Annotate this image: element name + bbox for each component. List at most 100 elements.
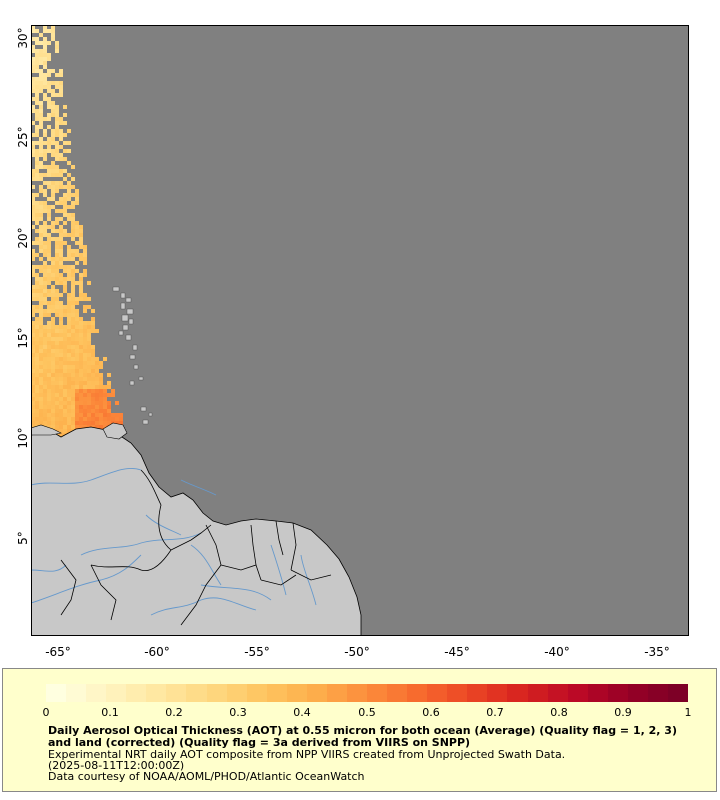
aot-pixel: [47, 401, 51, 405]
aot-pixel: [63, 209, 67, 213]
aot-pixel: [83, 401, 87, 405]
aot-pixel: [79, 329, 83, 333]
aot-pixel: [47, 253, 51, 257]
aot-pixel: [31, 105, 35, 109]
aot-pixel: [59, 389, 63, 393]
country-borders: [60, 469, 332, 626]
aot-pixel: [75, 309, 79, 313]
aot-pixel: [39, 297, 43, 301]
aot-pixel: [31, 397, 35, 401]
aot-pixel: [31, 241, 35, 245]
aot-pixel: [47, 105, 51, 109]
aot-pixel: [39, 325, 43, 329]
aot-swath: [31, 25, 123, 437]
aot-pixel: [39, 53, 43, 57]
aot-pixel: [43, 41, 47, 45]
aot-pixel: [43, 405, 47, 409]
aot-pixel: [47, 53, 51, 57]
aot-pixel: [43, 385, 47, 389]
aot-pixel: [35, 173, 39, 177]
aot-pixel: [91, 401, 95, 405]
aot-pixel: [35, 381, 39, 385]
aot-pixel: [43, 85, 47, 89]
aot-pixel: [67, 273, 71, 277]
aot-pixel: [43, 273, 47, 277]
aot-pixel: [43, 77, 47, 81]
aot-pixel: [55, 385, 59, 389]
aot-pixel: [35, 277, 39, 281]
aot-pixel: [67, 277, 71, 281]
aot-pixel: [43, 281, 47, 285]
aot-pixel: [67, 161, 71, 165]
aot-pixel: [47, 305, 51, 309]
aot-pixel: [79, 229, 83, 233]
aot-pixel: [55, 169, 59, 173]
aot-pixel: [87, 401, 91, 405]
aot-pixel: [39, 173, 43, 177]
aot-pixel: [55, 337, 59, 341]
aot-pixel: [55, 293, 59, 297]
aot-pixel: [91, 309, 95, 313]
aot-pixel: [51, 373, 55, 377]
aot-pixel: [51, 409, 55, 413]
aot-pixel: [43, 377, 47, 381]
aot-pixel: [91, 409, 95, 413]
aot-pixel: [59, 229, 63, 233]
aot-pixel: [87, 373, 91, 377]
aot-pixel: [47, 249, 51, 253]
aot-pixel: [39, 277, 43, 281]
aot-pixel: [91, 357, 95, 361]
aot-pixel: [43, 53, 47, 57]
aot-pixel: [55, 105, 59, 109]
aot-pixel: [47, 117, 51, 121]
aot-pixel: [55, 389, 59, 393]
aot-pixel: [91, 369, 95, 373]
aot-pixel: [31, 225, 35, 229]
aot-pixel: [51, 333, 55, 337]
aot-pixel: [43, 233, 47, 237]
colorbar-segment: [166, 684, 187, 702]
aot-pixel: [43, 369, 47, 373]
aot-pixel: [59, 309, 63, 313]
aot-pixel: [31, 253, 35, 257]
aot-pixel: [59, 265, 63, 269]
aot-pixel: [75, 233, 79, 237]
aot-pixel: [35, 413, 39, 417]
aot-pixel: [35, 353, 39, 357]
aot-pixel: [43, 373, 47, 377]
aot-pixel: [99, 381, 103, 385]
aot-pixel: [79, 353, 83, 357]
colorbar-segment: [587, 684, 608, 702]
aot-pixel: [119, 417, 123, 421]
aot-pixel: [79, 397, 83, 401]
aot-pixel: [63, 337, 67, 341]
aot-pixel: [83, 273, 87, 277]
aot-pixel: [103, 413, 107, 417]
aot-pixel: [47, 309, 51, 313]
aot-pixel: [31, 349, 35, 353]
aot-pixel: [87, 405, 91, 409]
aot-pixel: [55, 353, 59, 357]
aot-pixel: [35, 345, 39, 349]
aot-pixel: [51, 109, 55, 113]
aot-pixel: [47, 365, 51, 369]
aot-pixel: [67, 389, 71, 393]
aot-pixel: [67, 317, 71, 321]
aot-pixel: [43, 133, 47, 137]
aot-pixel: [31, 213, 35, 217]
aot-pixel: [35, 317, 39, 321]
aot-pixel: [55, 245, 59, 249]
aot-pixel: [55, 165, 59, 169]
aot-pixel: [67, 421, 71, 425]
aot-pixel: [51, 29, 55, 33]
aot-pixel: [79, 297, 83, 301]
aot-pixel: [39, 357, 43, 361]
aot-pixel: [59, 257, 63, 261]
aot-pixel: [67, 301, 71, 305]
aot-pixel: [43, 341, 47, 345]
aot-pixel: [83, 353, 87, 357]
colorbar-segment: [627, 684, 648, 702]
aot-pixel: [71, 397, 75, 401]
aot-pixel: [63, 201, 67, 205]
aot-pixel: [43, 381, 47, 385]
